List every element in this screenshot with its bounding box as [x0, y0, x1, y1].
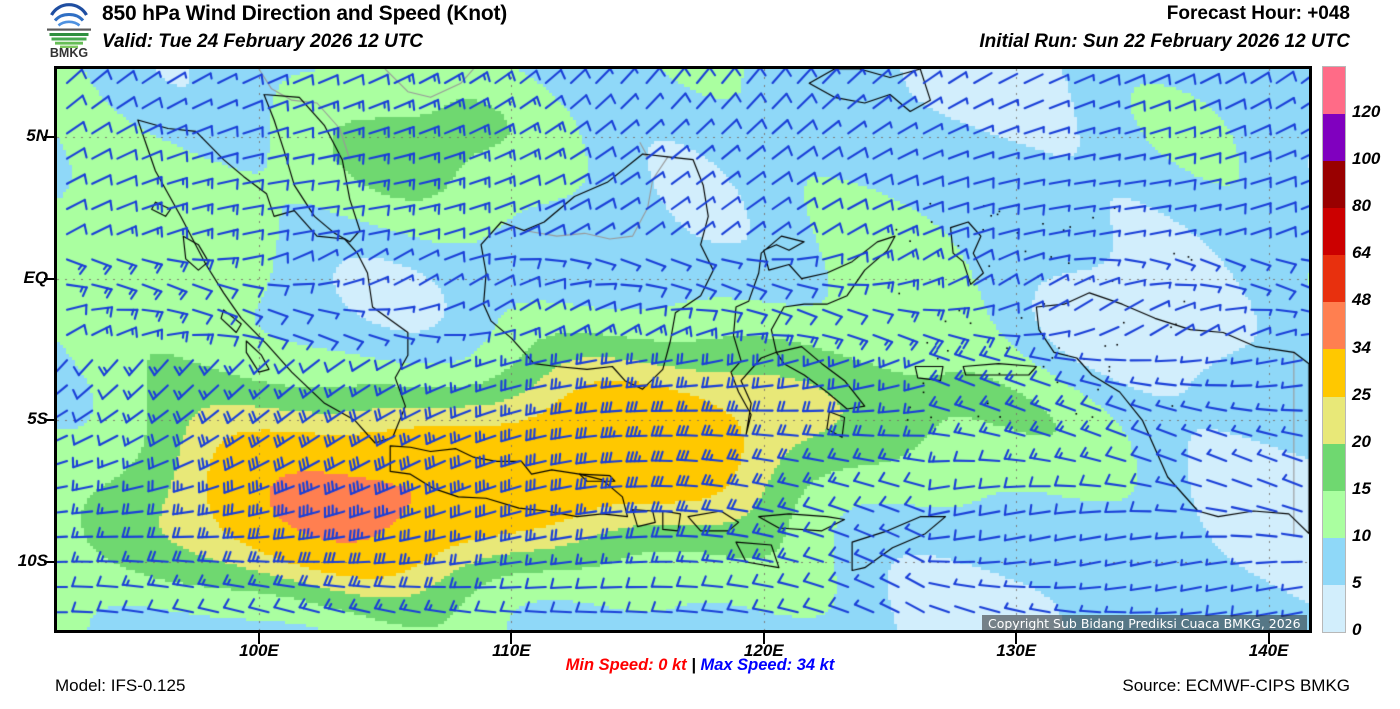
x-axis-label-130e: 130E	[996, 641, 1037, 660]
colorbar-label-5: 5	[1352, 572, 1362, 592]
colorbar-label-34: 34	[1352, 337, 1371, 357]
colorbar-band	[1323, 114, 1345, 162]
colorbar-band	[1323, 208, 1345, 256]
y-tick	[44, 277, 56, 280]
y-tick	[44, 419, 56, 422]
x-tick	[257, 633, 260, 644]
y-tick	[44, 136, 56, 138]
y-axis-label-eq: EQ	[23, 267, 48, 287]
colorbar-band	[1323, 349, 1345, 397]
colorbar-label-120: 120	[1352, 102, 1381, 122]
colorbar-label-64: 64	[1352, 243, 1371, 263]
colorbar-band	[1323, 584, 1345, 632]
initial-run: Initial Run: Sun 22 February 2026 12 UTC	[979, 31, 1350, 52]
colorbar-label-20: 20	[1352, 431, 1371, 451]
x-axis-label-110e: 110E	[492, 641, 531, 660]
logo-arcs-green	[49, 33, 89, 48]
bmkg-logo: BMKG	[38, 2, 100, 58]
y-axis-label-10s: 10S	[17, 551, 48, 570]
x-axis-label-100e: 100E	[239, 641, 279, 660]
forecast-hour: Forecast Hour: +048	[1166, 3, 1350, 24]
min-max-speed: Min Speed: 0 kt | Max Speed: 34 kt	[566, 656, 835, 675]
colorbar-band	[1323, 302, 1345, 350]
logo-arcs-blue	[48, 2, 90, 27]
header: BMKG 850 hPa Wind Direction and Speed (K…	[0, 0, 1400, 62]
x-tick	[510, 633, 513, 644]
x-tick	[1267, 633, 1270, 644]
colorbar-band	[1323, 255, 1345, 303]
colorbar-label-15: 15	[1352, 478, 1371, 498]
colorbar-band	[1323, 396, 1345, 444]
x-tick	[1015, 633, 1018, 644]
colorbar-band	[1323, 443, 1345, 491]
wind-field-canvas	[57, 69, 1309, 630]
colorbar-label-100: 100	[1352, 149, 1381, 169]
logo-text: BMKG	[50, 46, 88, 58]
y-axis-label-5s: 5S	[27, 409, 48, 429]
colorbar-label-10: 10	[1352, 525, 1371, 545]
y-tick	[44, 561, 56, 563]
x-axis-label-140e: 140E	[1248, 641, 1289, 660]
weather-map[interactable]: Copyright Sub Bidang Prediksi Cuaca BMKG…	[54, 66, 1312, 633]
y-axis-label-5n: 5N	[26, 126, 48, 145]
model-label: Model: IFS-0.125	[55, 676, 186, 695]
page-title: 850 hPa Wind Direction and Speed (Knot)	[102, 2, 508, 25]
max-speed-label: Max Speed: 34 kt	[700, 656, 835, 674]
x-tick	[762, 633, 765, 644]
valid-time: Valid: Tue 24 February 2026 12 UTC	[102, 31, 424, 52]
colorbar-band	[1323, 67, 1345, 115]
colorbar-label-48: 48	[1352, 290, 1371, 310]
min-speed-label: Min Speed: 0 kt	[565, 656, 687, 674]
x-axis-label-120e: 120E	[743, 641, 784, 660]
colorbar-band	[1323, 537, 1345, 585]
colorbar-label-25: 25	[1352, 384, 1371, 404]
colorbar-band	[1323, 490, 1345, 538]
source-label: Source: ECMWF-CIPS BMKG	[1122, 676, 1350, 695]
logo-divider	[47, 28, 91, 31]
colorbar-label-0: 0	[1352, 620, 1362, 639]
colorbar	[1322, 66, 1346, 633]
copyright-watermark: Copyright Sub Bidang Prediksi Cuaca BMKG…	[982, 615, 1307, 630]
colorbar-label-80: 80	[1352, 196, 1371, 216]
minmax-separator: |	[686, 656, 701, 674]
colorbar-band	[1323, 161, 1345, 209]
